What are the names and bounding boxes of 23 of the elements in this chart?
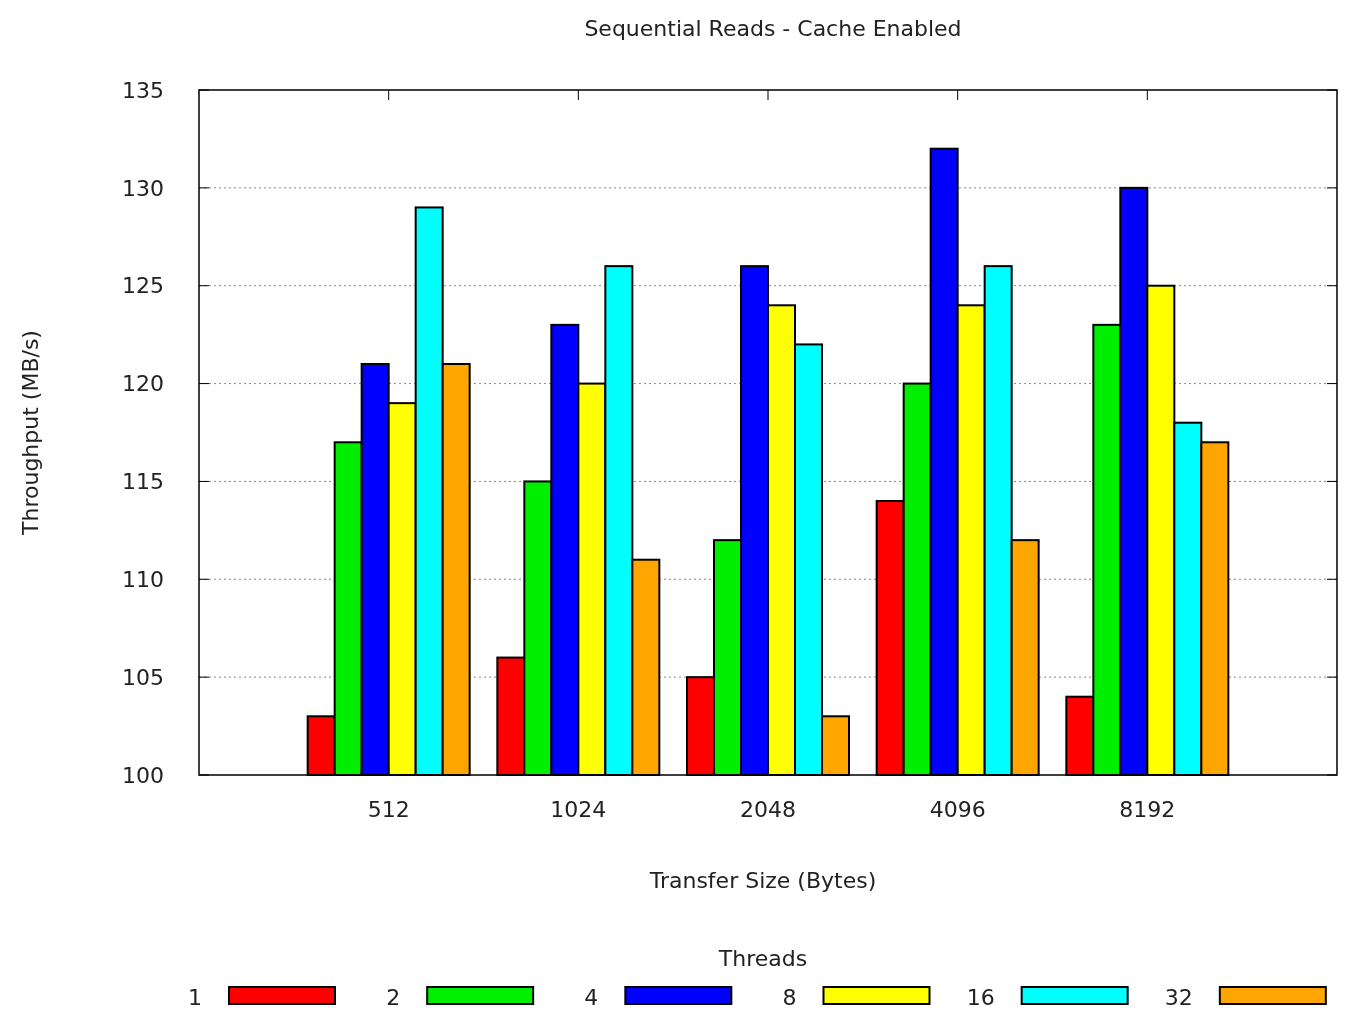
legend-title: Threads: [717, 946, 808, 971]
legend-label: 1: [188, 985, 202, 1010]
y-axis-title: Throughput (MB/s): [18, 330, 43, 536]
y-tick-label: 115: [122, 469, 164, 495]
y-tick-label: 135: [122, 77, 164, 103]
y-tick-label: 105: [122, 664, 164, 690]
x-tick-label: 1024: [550, 797, 607, 822]
legend-label: 16: [966, 985, 995, 1010]
x-tick-label: 8192: [1119, 797, 1176, 822]
y-tick-label: 120: [122, 371, 164, 397]
x-axis-title: Transfer Size (Bytes): [648, 868, 877, 893]
y-tick-label: 130: [122, 175, 164, 201]
legend-label: 8: [782, 985, 797, 1010]
x-tick-label: 512: [367, 797, 410, 822]
chart-title: Sequential Reads - Cache Enabled: [584, 16, 962, 41]
x-tick-label: 2048: [740, 797, 796, 822]
legend-label: 32: [1164, 985, 1193, 1010]
y-tick-label: 125: [122, 273, 164, 299]
y-tick-label: 110: [122, 566, 164, 592]
y-tick-label: 100: [122, 762, 164, 788]
legend-label: 4: [584, 985, 599, 1010]
x-tick-label: 4096: [929, 797, 986, 822]
legend-label: 2: [386, 985, 401, 1010]
